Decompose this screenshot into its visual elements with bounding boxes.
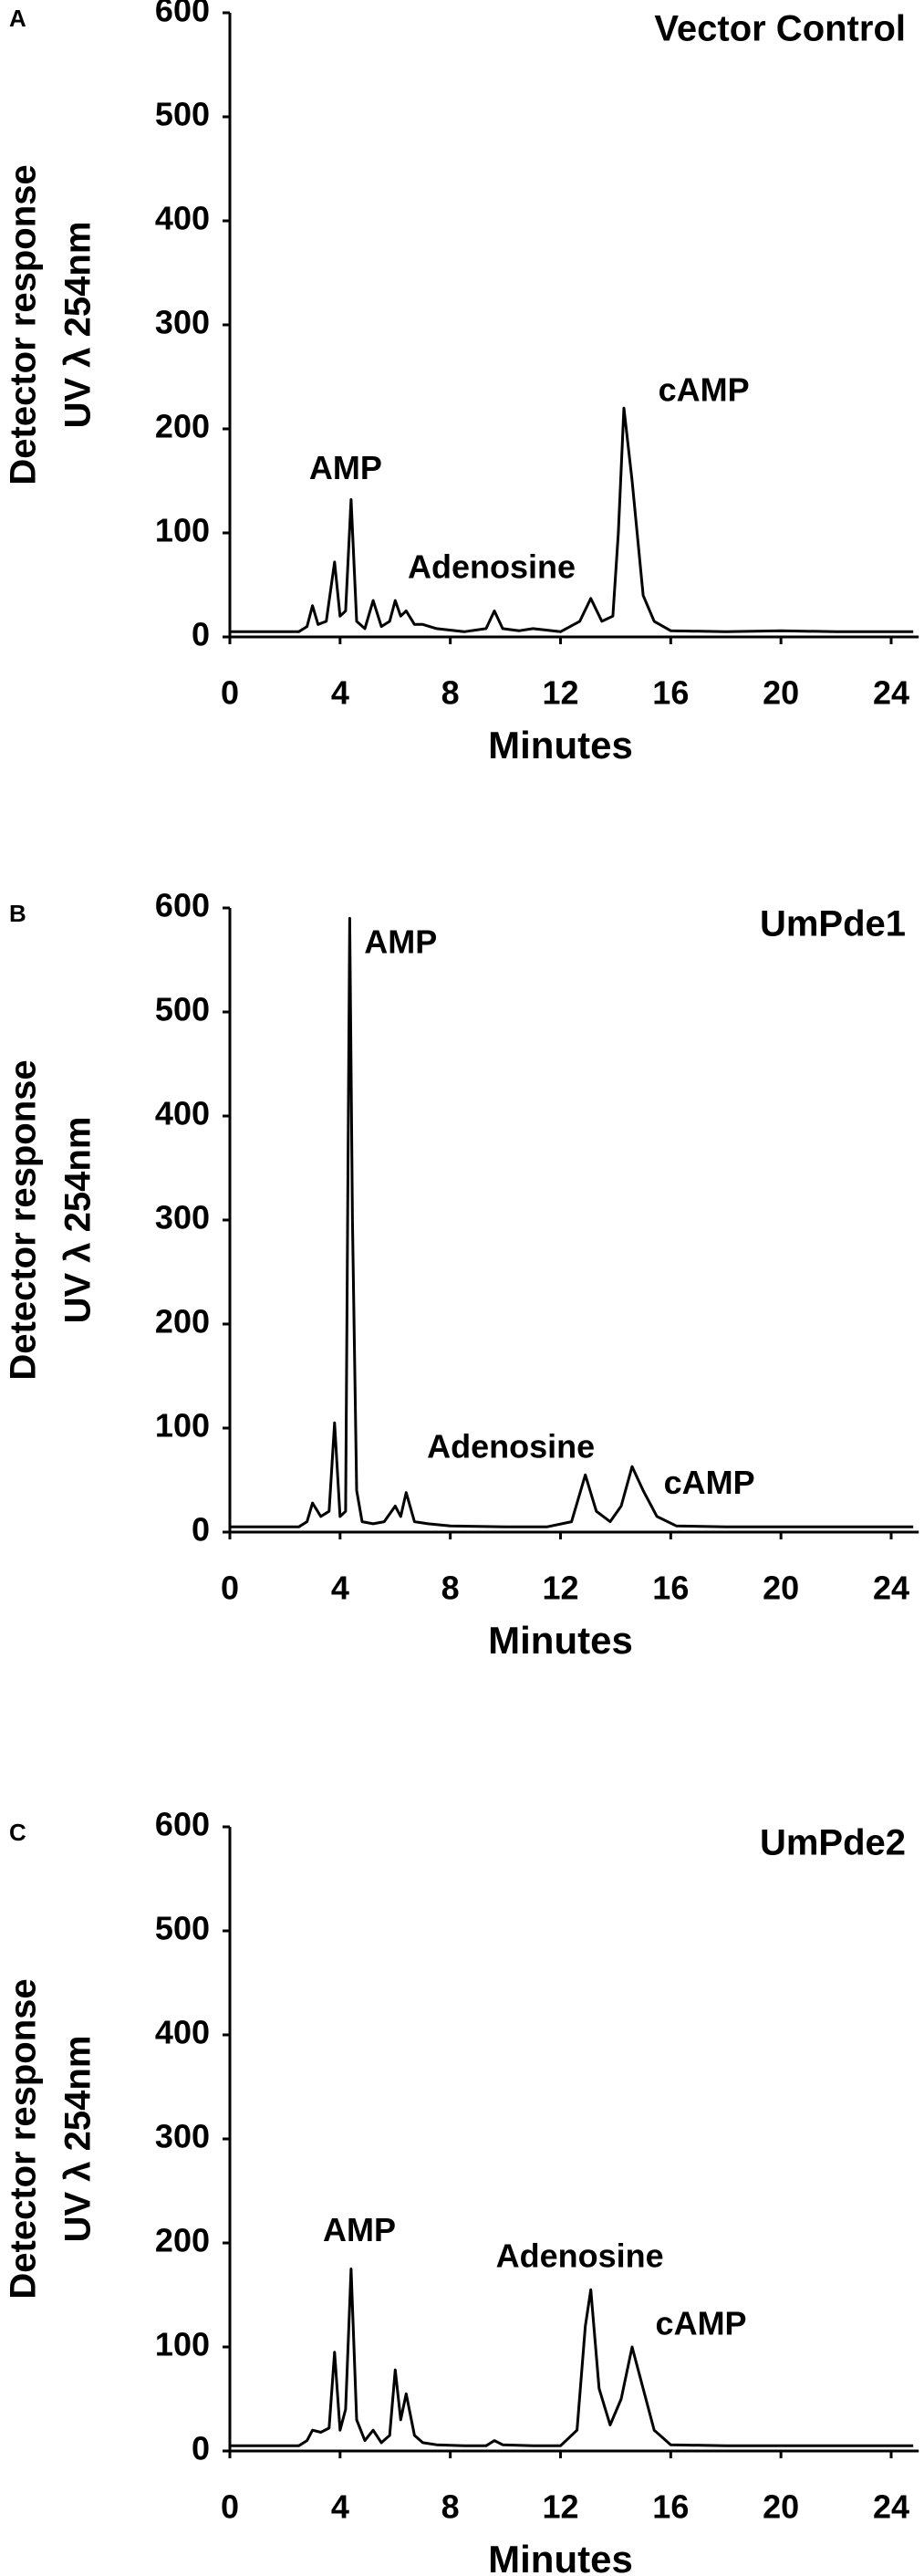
- peak-annotation: cAMP: [656, 2305, 747, 2342]
- x-tick-label: 12: [542, 1570, 578, 1607]
- y-tick-label: 0: [192, 616, 210, 653]
- peak-annotation: AMP: [323, 2211, 396, 2248]
- y-tick-label: 400: [155, 200, 210, 237]
- x-tick-label: 12: [542, 2488, 578, 2526]
- y-axis-label: Detector response: [4, 1059, 44, 1380]
- panel-label: B: [9, 900, 26, 927]
- y-tick-label: 100: [155, 2326, 210, 2363]
- y-tick-label: 300: [155, 2118, 210, 2155]
- x-tick-label: 24: [873, 2488, 909, 2526]
- panel-title: UmPde2: [760, 1823, 906, 1863]
- panel-label: C: [9, 1819, 26, 1846]
- chromatogram-line: [230, 2268, 914, 2447]
- x-tick-label: 8: [441, 1570, 460, 1607]
- peak-annotation: Adenosine: [427, 1427, 595, 1465]
- x-tick-label: 20: [763, 1570, 799, 1607]
- y-axis-label: UV λ 254nm: [58, 1117, 99, 1324]
- x-tick-label: 16: [652, 1570, 689, 1607]
- x-tick-label: 24: [873, 1570, 909, 1607]
- panel: B UmPde1 0 100 200 300 400 500 600 0 4 8 12 16 20 24 Min…: [4, 887, 919, 1662]
- x-axis-label: Minutes: [488, 2538, 633, 2576]
- panel: C UmPde2 0 100 200 300 400 500 600 0 4 8 12 16 20 24 Min…: [4, 1806, 919, 2576]
- x-tick-label: 16: [652, 674, 689, 712]
- x-axis-label: Minutes: [488, 1619, 633, 1662]
- x-tick-label: 12: [542, 674, 578, 712]
- x-tick-label: 20: [763, 2488, 799, 2526]
- x-tick-label: 20: [763, 674, 799, 712]
- y-tick-label: 400: [155, 1095, 210, 1132]
- y-tick-label: 0: [192, 1511, 210, 1549]
- y-axis-label: UV λ 254nm: [58, 222, 99, 429]
- y-tick-label: 100: [155, 512, 210, 549]
- y-tick-label: 100: [155, 1407, 210, 1444]
- y-tick-label: 0: [192, 2430, 210, 2467]
- y-axis-label: UV λ 254nm: [58, 2036, 99, 2243]
- peak-annotation: Adenosine: [496, 2237, 664, 2275]
- panel: A Vector Control 0 100 200 300 400 500 600 0 4 8 12 1…: [4, 0, 919, 767]
- y-tick-label: 500: [155, 1910, 210, 1947]
- peak-annotation: Adenosine: [408, 548, 576, 585]
- y-tick-label: 400: [155, 2014, 210, 2051]
- x-axis-label: Minutes: [488, 724, 633, 767]
- x-tick-label: 16: [652, 2488, 689, 2526]
- peak-annotation: cAMP: [659, 371, 750, 409]
- x-tick-label: 0: [221, 2488, 239, 2526]
- x-tick-label: 4: [331, 674, 349, 712]
- peak-annotation: AMP: [309, 449, 382, 486]
- y-axis-label: Detector response: [4, 164, 44, 485]
- panel-title: UmPde1: [760, 904, 906, 944]
- x-tick-label: 24: [873, 674, 909, 712]
- x-tick-label: 8: [441, 674, 460, 712]
- y-tick-label: 600: [155, 887, 210, 924]
- x-tick-label: 4: [331, 2488, 349, 2526]
- y-tick-label: 500: [155, 991, 210, 1028]
- y-tick-label: 300: [155, 304, 210, 341]
- y-tick-label: 200: [155, 2222, 210, 2259]
- chromatogram-line: [230, 916, 914, 1528]
- y-axis-label: Detector response: [4, 1978, 44, 2299]
- x-tick-label: 0: [221, 1570, 239, 1607]
- y-tick-label: 600: [155, 0, 210, 29]
- x-tick-label: 8: [441, 2488, 460, 2526]
- y-tick-label: 300: [155, 1199, 210, 1236]
- x-tick-label: 4: [331, 1570, 349, 1607]
- chromatogram-line: [230, 406, 914, 633]
- y-tick-label: 500: [155, 96, 210, 133]
- y-tick-label: 200: [155, 1303, 210, 1340]
- y-tick-label: 600: [155, 1806, 210, 1843]
- panel-title: Vector Control: [654, 9, 906, 49]
- panel-label: A: [9, 5, 26, 32]
- x-tick-label: 0: [221, 674, 239, 712]
- peak-annotation: cAMP: [664, 1464, 755, 1501]
- peak-annotation: AMP: [364, 923, 437, 960]
- y-tick-label: 200: [155, 408, 210, 445]
